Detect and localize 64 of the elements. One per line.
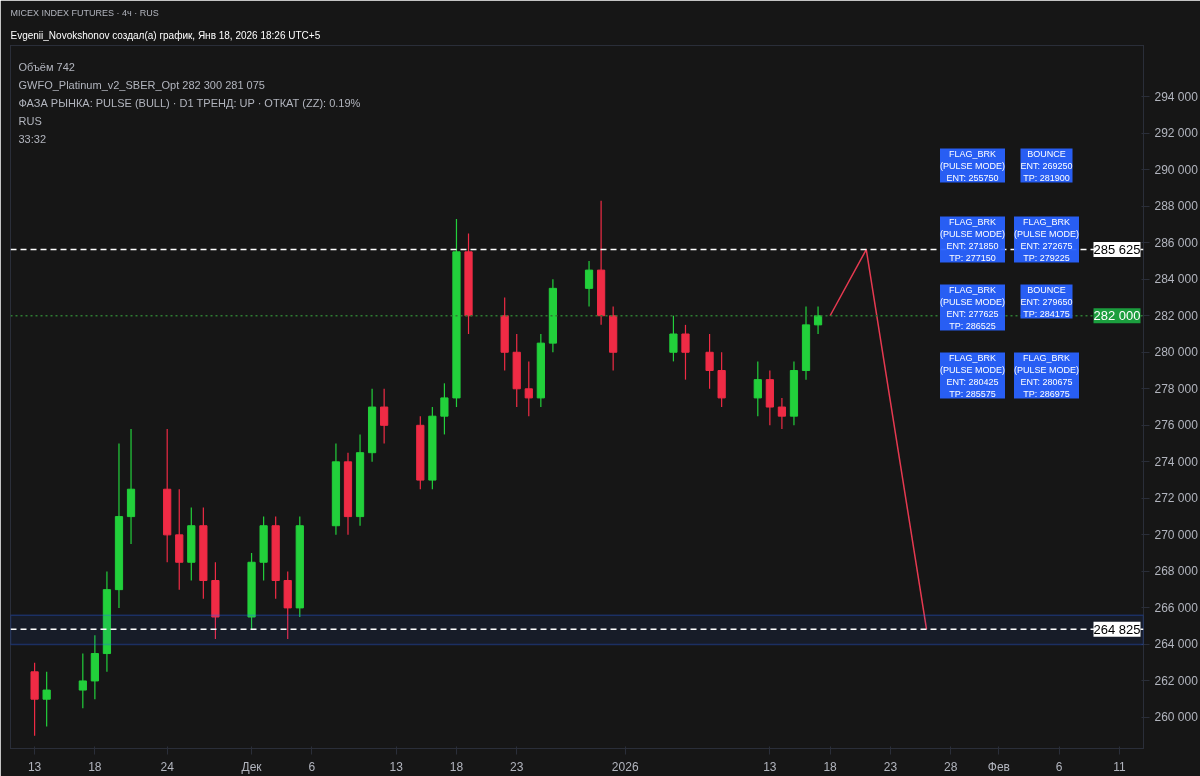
y-tick-label: 280 000 [1154, 345, 1199, 360]
ref-line-label: 282 000 [1093, 308, 1141, 324]
candlestick [753, 360, 762, 417]
candlestick [524, 360, 533, 417]
y-tick-label: 286 000 [1154, 235, 1199, 250]
candlestick [813, 306, 823, 335]
chart-title: MICEX INDEX FUTURES · 4ч · RUS [10, 7, 159, 18]
y-tick-label: 294 000 [1154, 89, 1199, 104]
x-tick-label: 6 [1055, 759, 1063, 774]
annotation: FLAG_BRK (PULSE MODE) ENT: 280675 TP: 286975 [1014, 352, 1080, 399]
y-tick-label: 266 000 [1154, 600, 1199, 615]
annotation: BOUNCE ENT: 279650 TP: 284175 [1020, 284, 1073, 319]
annotation: GWFO_Platinum_v2_SBER_Opt 282 300 281 075 [18, 78, 265, 91]
x-tick-label: 2026 [611, 759, 639, 774]
x-tick-label: 24 [160, 759, 175, 774]
candlestick [681, 324, 690, 381]
x-tick-label: 18 [449, 759, 464, 774]
y-tick-label: 276 000 [1154, 418, 1199, 433]
y-tick-label: 292 000 [1154, 126, 1199, 141]
annotation: BOUNCE ENT: 269250 TP: 281900 [1020, 148, 1073, 183]
y-tick-label: 262 000 [1154, 673, 1199, 688]
x-tick-label: 6 [308, 759, 316, 774]
y-tick-label: 260 000 [1154, 710, 1199, 725]
candlestick [380, 388, 389, 445]
y-tick-label: 288 000 [1154, 199, 1199, 214]
annotation: FLAG_BRK (PULSE MODE) ENT: 280425 TP: 285575 [940, 352, 1006, 399]
annotation: ФАЗА РЫНКА: PULSE (BULL) · D1 ТРЕНД: UP · ОТКАТ (ZZ): 0.19% [18, 96, 361, 109]
x-tick-label: Фев [987, 759, 1010, 774]
annotation: Объём 742 [18, 60, 75, 73]
x-tick-label: 18 [823, 759, 838, 774]
ref-line-label: 264 825 [1093, 621, 1141, 637]
candlestick [78, 652, 87, 709]
annotation: FLAG_BRK (PULSE MODE) ENT: 271850 TP: 277150 [940, 216, 1006, 263]
x-tick-label: 13 [763, 759, 777, 774]
x-tick-label: 11 [1113, 759, 1126, 774]
annotation: 33:32 [18, 132, 47, 145]
x-tick-label: 13 [27, 759, 42, 774]
x-tick-label: 23 [510, 759, 524, 774]
x-tick-label: 13 [389, 759, 404, 774]
candlestick [705, 333, 714, 390]
chart-subtitle: Evgenii_Novokshonov создал(а) график, Янв 18, 2026 18:26 UTC+5 [10, 29, 321, 41]
y-tick-label: 274 000 [1154, 454, 1199, 469]
x-tick-label: 23 [883, 759, 898, 774]
candlestick [440, 382, 449, 436]
candlestick [584, 260, 594, 308]
annotation: FLAG_BRK (PULSE MODE) ENT: 277625 TP: 286525 [940, 284, 1006, 331]
y-tick-label: 278 000 [1154, 381, 1199, 396]
x-tick-label: Дек [241, 759, 263, 774]
x-tick-label: 18 [88, 759, 102, 774]
ref-line-label: 285 625 [1093, 242, 1141, 258]
annotation: FLAG_BRK (PULSE MODE) ENT: 255750 [940, 148, 1006, 183]
y-tick-label: 282 000 [1154, 308, 1199, 323]
y-tick-label: 290 000 [1154, 162, 1199, 177]
y-tick-label: 268 000 [1154, 564, 1199, 579]
candlestick [42, 671, 51, 728]
y-tick-label: 272 000 [1154, 491, 1199, 506]
x-tick-label: 28 [943, 759, 958, 774]
candlestick [669, 315, 678, 362]
annotation: FLAG_BRK (PULSE MODE) ENT: 272675 TP: 279225 [1014, 216, 1080, 263]
candlestick [777, 397, 787, 430]
y-tick-label: 264 000 [1154, 637, 1199, 652]
y-tick-label: 270 000 [1154, 527, 1199, 542]
y-tick-label: 284 000 [1154, 272, 1199, 287]
annotation: RUS [18, 114, 42, 127]
